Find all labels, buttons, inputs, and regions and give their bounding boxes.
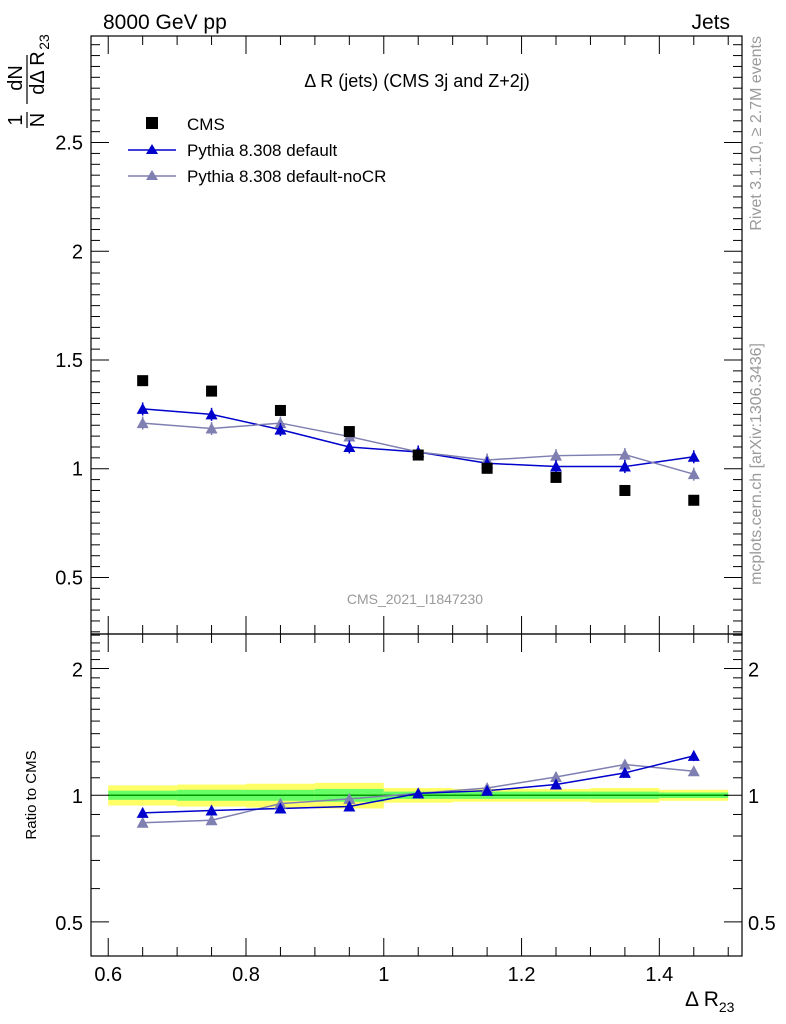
energy-label: 8000 GeV pp [103, 11, 227, 34]
ratio-y-tick-label-right: 1 [748, 786, 759, 808]
main-panel: Δ R (jets) (CMS 3j and Z+2j) CMS_2021_I1… [5, 34, 743, 635]
data-point-default [687, 450, 700, 462]
ratio-y-tick-label: 0.5 [55, 913, 83, 935]
ratio-point-nocr [136, 816, 149, 828]
legend-cms-marker [146, 117, 158, 129]
data-point-default [618, 460, 631, 472]
main-y-tick-label: 1 [72, 459, 83, 481]
data-point-default [343, 440, 356, 452]
main-y-tick-label: 2.5 [55, 133, 83, 155]
ratio-point-nocr [687, 765, 700, 777]
rivet-label: Rivet 3.1.10, ≥ 2.7M events [748, 36, 765, 231]
data-point-cms [688, 494, 700, 506]
ratio-point-default [205, 804, 218, 816]
ratio-point-nocr [343, 792, 356, 804]
ratio-panel: 0.5 0.5 1 1 2 2 0.6 0.8 1 1.2 1.4 Ratio to CMS Δ R… [23, 633, 776, 1015]
legend: CMS Pythia 8.308 default Pythia 8.308 de… [128, 115, 386, 186]
main-axis-ticks: 0.5 1 1.5 2 2.5 [55, 36, 742, 634]
main-y-tick-label: 1.5 [55, 350, 83, 372]
data-point-cms [343, 426, 355, 438]
data-point-default [205, 408, 218, 420]
ratio-point-nocr [618, 758, 631, 770]
ylabel-subscript: 23 [36, 34, 52, 50]
x-tick-label: 0.8 [232, 964, 260, 986]
ratio-point-default [687, 749, 700, 761]
x-tick-label: 1 [378, 964, 389, 986]
x-tick-label: 1.2 [508, 964, 536, 986]
ratio-point-default [618, 766, 631, 778]
legend-default-marker [146, 144, 158, 154]
data-point-cms [137, 375, 149, 387]
ratio-point-default [550, 778, 562, 790]
main-data-layer [136, 375, 700, 506]
ratio-point-default [481, 784, 494, 796]
data-point-nocr [687, 468, 700, 480]
data-point-cms [619, 484, 631, 496]
x-tick-label: 0.6 [94, 964, 122, 986]
ylabel-deriv-num: dN [5, 65, 27, 91]
ylabel-frac-num: 1 [5, 114, 27, 125]
data-point-cms [206, 385, 218, 397]
data-point-cms [274, 404, 286, 416]
ratio-point-default [136, 806, 149, 818]
data-point-cms [412, 449, 424, 461]
data-point-nocr [205, 422, 218, 434]
ratio-point-default [274, 802, 287, 814]
legend-nocr-label: Pythia 8.308 default-noCR [187, 167, 386, 186]
ylabel-deriv-den: dΔ R [27, 51, 49, 94]
chart-title: Δ R (jets) (CMS 3j and Z+2j) [304, 71, 530, 91]
ratio-axis-ticks: 0.5 0.5 1 1 2 2 0.6 0.8 1 1.2 1.4 [55, 634, 776, 986]
data-point-cms [481, 462, 493, 474]
ratio-y-axis-label: Ratio to CMS [23, 750, 40, 839]
ratio-data-layer [136, 749, 700, 828]
main-y-tick-label: 0.5 [55, 567, 83, 589]
data-point-default [136, 402, 149, 414]
ratio-point-default [412, 787, 425, 799]
legend-nocr-marker [146, 170, 158, 180]
ratio-point-default [343, 800, 356, 812]
mcplots-label: mcplots.cern.ch [arXiv:1306.3436] [748, 343, 765, 585]
ylabel-frac-den: N [27, 113, 49, 127]
ratio-y-tick-label: 2 [72, 659, 83, 681]
legend-default-label: Pythia 8.308 default [187, 141, 338, 160]
ratio-point-nocr [550, 770, 562, 782]
analysis-watermark: CMS_2021_I1847230 [347, 591, 483, 607]
x-axis-label: Δ R23 [685, 988, 735, 1015]
data-point-default [550, 460, 562, 472]
data-point-nocr [618, 448, 631, 460]
legend-cms-label: CMS [187, 115, 225, 134]
ratio-y-tick-label-right: 0.5 [748, 913, 776, 935]
process-label: Jets [691, 11, 730, 34]
ratio-point-nocr [205, 814, 218, 826]
main-y-axis-label: 1 N dN dΔ R 23 [5, 34, 52, 128]
data-point-nocr [136, 417, 149, 429]
data-point-nocr [274, 417, 287, 429]
data-point-default [274, 423, 287, 435]
data-point-cms [550, 471, 562, 483]
ratio-y-tick-label-right: 2 [748, 659, 759, 681]
ratio-y-tick-label: 1 [72, 786, 83, 808]
data-point-nocr [550, 449, 562, 461]
main-y-tick-label: 2 [72, 241, 83, 263]
x-tick-label: 1.4 [645, 964, 673, 986]
